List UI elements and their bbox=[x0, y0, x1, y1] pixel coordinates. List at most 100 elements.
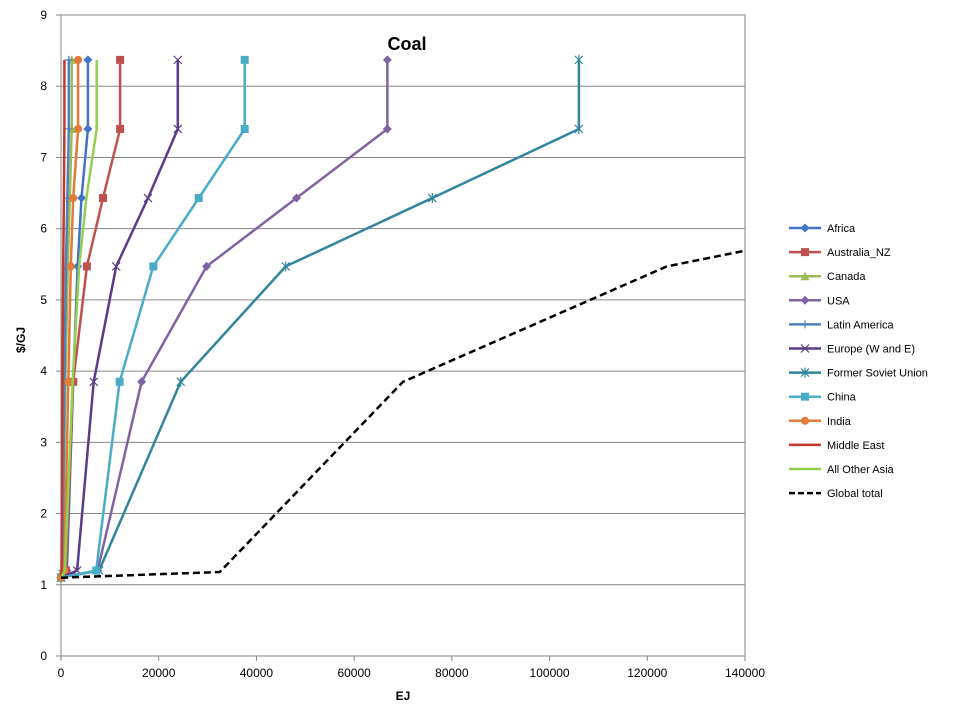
series-line-all-other-asia bbox=[59, 59, 98, 579]
y-tick-label: 0 bbox=[40, 649, 47, 663]
data-point-africa bbox=[77, 193, 87, 203]
y-tick-label: 4 bbox=[40, 364, 47, 378]
x-tick-label: 0 bbox=[58, 666, 65, 680]
data-point-europe-w-and-e bbox=[173, 124, 183, 134]
legend-label: Europe (W and E) bbox=[827, 344, 915, 356]
legend-label: Australia_NZ bbox=[827, 247, 891, 259]
legend-marker bbox=[801, 248, 809, 257]
legend-marker bbox=[800, 344, 810, 353]
data-point-europe-w-and-e bbox=[143, 193, 153, 203]
legend-marker bbox=[801, 392, 809, 401]
legend: Africa Australia_NZ Canada USA Latin America… bbox=[789, 223, 928, 500]
legend-item-all-other-asia: All Other Asia bbox=[789, 464, 895, 476]
gridlines bbox=[61, 85, 745, 586]
data-point-africa bbox=[83, 55, 93, 65]
data-point-latin-america bbox=[64, 124, 73, 133]
legend-label: Latin America bbox=[827, 319, 895, 331]
data-point-china bbox=[194, 194, 203, 203]
series-lines bbox=[56, 54, 746, 583]
data-point-africa bbox=[83, 124, 93, 134]
legend-item-global-total: Global total bbox=[789, 488, 883, 500]
data-point-europe-w-and-e bbox=[173, 55, 183, 65]
legend-item-usa: USA bbox=[789, 295, 850, 307]
data-point-former-soviet-union bbox=[281, 261, 291, 272]
data-point-usa bbox=[382, 124, 392, 134]
legend-item-former-soviet-union: Former Soviet Union bbox=[789, 367, 928, 380]
series-line-middle-east bbox=[59, 59, 66, 578]
data-point-china bbox=[115, 377, 124, 386]
x-tick-label: 20000 bbox=[142, 666, 176, 680]
y-tick-label: 2 bbox=[40, 507, 47, 521]
x-tick-label: 80000 bbox=[435, 666, 469, 680]
y-tick-label: 1 bbox=[40, 578, 47, 592]
legend-item-india: India bbox=[789, 416, 852, 428]
data-point-former-soviet-union bbox=[427, 193, 437, 204]
legend-item-canada: Canada bbox=[789, 271, 866, 283]
legend-item-africa: Africa bbox=[789, 223, 856, 235]
legend-marker bbox=[800, 367, 810, 378]
series-line-global-total bbox=[60, 249, 746, 579]
data-point-former-soviet-union bbox=[574, 54, 584, 65]
legend-label: Middle East bbox=[827, 440, 884, 452]
y-tick-label: 6 bbox=[40, 222, 47, 236]
data-point-india bbox=[66, 262, 75, 271]
plot-area bbox=[60, 14, 746, 657]
series-china bbox=[57, 55, 249, 582]
series-former-soviet-union bbox=[56, 54, 584, 583]
data-point-former-soviet-union bbox=[176, 376, 186, 387]
legend-marker bbox=[800, 223, 810, 233]
legend-label: All Other Asia bbox=[827, 464, 895, 476]
data-point-europe-w-and-e bbox=[111, 261, 121, 271]
data-point-india bbox=[69, 194, 78, 203]
series-line-usa bbox=[60, 59, 389, 579]
legend-marker bbox=[800, 295, 810, 305]
y-tick-label: 5 bbox=[40, 293, 47, 307]
y-tick-label: 3 bbox=[40, 435, 47, 449]
x-tick-label: 140000 bbox=[725, 666, 765, 680]
x-tick-label: 60000 bbox=[337, 666, 371, 680]
data-point-china bbox=[240, 124, 249, 133]
legend-item-australia-nz: Australia_NZ bbox=[789, 247, 891, 259]
series-middle-east bbox=[59, 59, 66, 578]
legend-item-latin-america: Latin America bbox=[789, 319, 895, 331]
legend-label: Canada bbox=[827, 271, 866, 283]
x-tick-label: 100000 bbox=[530, 666, 570, 680]
legend-label: China bbox=[827, 392, 857, 404]
data-point-india bbox=[74, 55, 83, 64]
axis-ticks: 0 1 2 3 4 5 6 7 8 9 0 20000 40000 60000 80000 100000 120… bbox=[40, 8, 765, 680]
series-global-total bbox=[60, 249, 746, 579]
y-tick-label: 9 bbox=[40, 8, 47, 22]
series-line-china bbox=[60, 59, 246, 579]
y-tick-label: 8 bbox=[40, 79, 47, 93]
data-point-india bbox=[74, 124, 83, 133]
data-point-india bbox=[64, 377, 73, 386]
legend-item-china: China bbox=[789, 392, 857, 404]
data-point-latin-america bbox=[64, 55, 73, 64]
data-point-usa bbox=[382, 55, 392, 65]
x-axis-label: EJ bbox=[396, 689, 411, 703]
data-point-usa bbox=[202, 261, 212, 271]
x-tick-label: 120000 bbox=[627, 666, 667, 680]
legend-label: Global total bbox=[827, 488, 883, 500]
legend-label: Africa bbox=[827, 223, 856, 235]
x-tick-label: 40000 bbox=[240, 666, 274, 680]
data-point-china bbox=[149, 262, 158, 271]
legend-marker bbox=[801, 416, 809, 425]
legend-item-europe-w-and-e: Europe (W and E) bbox=[789, 344, 915, 356]
data-point-usa bbox=[291, 193, 301, 203]
chart-title: Coal bbox=[387, 34, 426, 54]
data-point-australia-nz bbox=[116, 124, 125, 133]
data-point-australia-nz bbox=[82, 262, 91, 271]
data-point-europe-w-and-e bbox=[89, 377, 99, 387]
y-axis-label: $/GJ bbox=[14, 327, 28, 353]
legend-label: India bbox=[827, 416, 852, 428]
data-point-australia-nz bbox=[116, 55, 125, 64]
data-point-china bbox=[92, 566, 101, 575]
data-point-australia-nz bbox=[99, 194, 108, 203]
legend-marker bbox=[801, 320, 809, 329]
data-point-usa bbox=[137, 377, 147, 387]
legend-item-middle-east: Middle East bbox=[789, 440, 884, 452]
data-point-china bbox=[240, 55, 249, 64]
data-point-former-soviet-union bbox=[574, 123, 584, 134]
